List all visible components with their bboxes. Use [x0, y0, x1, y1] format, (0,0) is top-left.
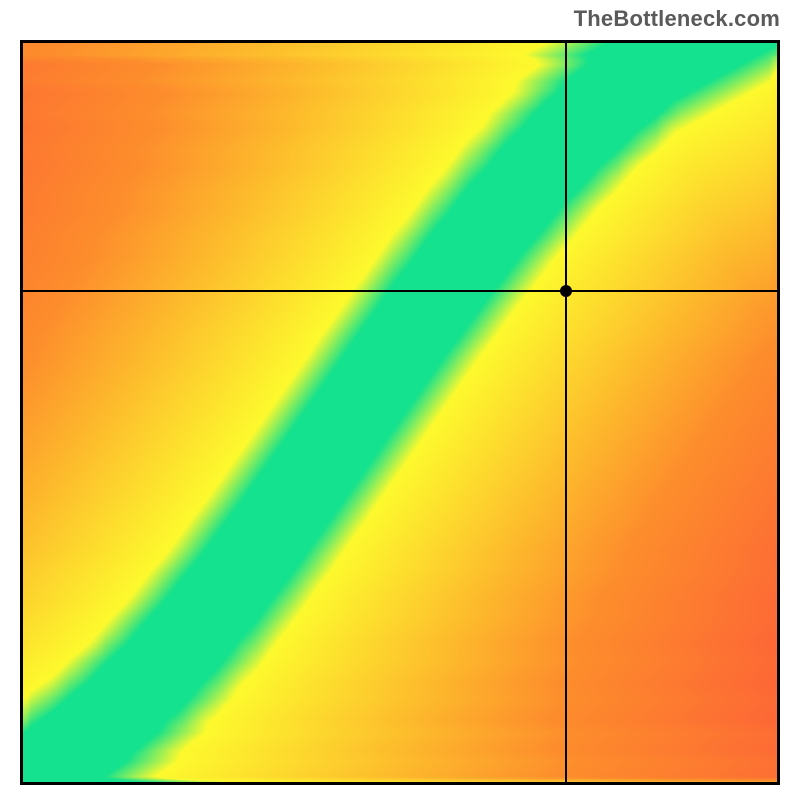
crosshair-horizontal: [23, 290, 777, 292]
bottleneck-heatmap: [20, 40, 780, 785]
heatmap-canvas: [23, 43, 777, 782]
crosshair-marker: [560, 285, 572, 297]
watermark: TheBottleneck.com: [574, 6, 780, 32]
crosshair-vertical: [565, 43, 567, 782]
